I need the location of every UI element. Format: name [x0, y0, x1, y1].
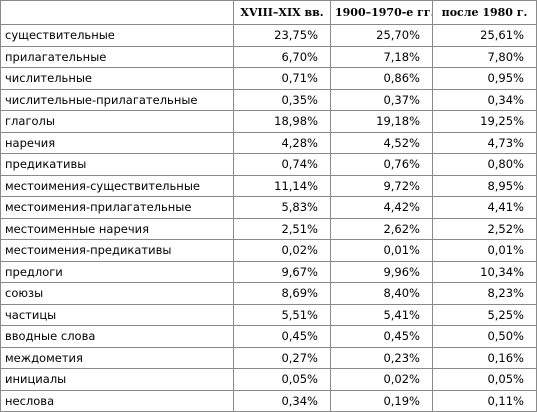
table-row: вводные слова 0,45% 0,45% 0,50% [0, 325, 537, 348]
table-row: местоимения-предикативы 0,02% 0,01% 0,01% [0, 239, 537, 262]
row-label: союзы [0, 282, 234, 305]
row-label: существительные [0, 24, 234, 47]
value-cell: 23,75% [233, 24, 331, 47]
value-cell: 2,52% [432, 217, 537, 240]
value-cell: 4,41% [432, 196, 537, 219]
table-row: прилагательные 6,70% 7,18% 7,80% [0, 45, 537, 68]
table-row: союзы 8,69% 8,40% 8,23% [0, 282, 537, 305]
value-cell: 0,27% [233, 346, 331, 369]
header-cell-period-3: после 1980 г. [432, 0, 537, 25]
value-cell: 0,35% [233, 88, 331, 111]
value-cell: 0,23% [330, 346, 433, 369]
table-body: существительные 23,75% 25,70% 25,61% прилага… [0, 24, 537, 412]
table-row: частицы 5,51% 5,41% 5,25% [0, 303, 537, 326]
value-cell: 10,34% [432, 260, 537, 283]
table-row: междометия 0,27% 0,23% 0,16% [0, 346, 537, 369]
value-cell: 2,62% [330, 217, 433, 240]
table-row: инициалы 0,05% 0,02% 0,05% [0, 368, 537, 391]
table-row: глаголы 18,98% 19,18% 19,25% [0, 110, 537, 133]
table-row: числительные 0,71% 0,86% 0,95% [0, 67, 537, 90]
row-label: междометия [0, 346, 234, 369]
value-cell: 7,80% [432, 45, 537, 68]
header-row: XVIII–XIX вв. 1900–1970-е гг. после 1980… [0, 0, 537, 25]
table-row: местоименные наречия 2,51% 2,62% 2,52% [0, 217, 537, 240]
value-cell: 19,25% [432, 110, 537, 133]
value-cell: 2,51% [233, 217, 331, 240]
value-cell: 0,95% [432, 67, 537, 90]
value-cell: 4,42% [330, 196, 433, 219]
header-cell-period-1: XVIII–XIX вв. [233, 0, 331, 25]
row-label: наречия [0, 131, 234, 154]
value-cell: 5,83% [233, 196, 331, 219]
value-cell: 4,28% [233, 131, 331, 154]
value-cell: 25,70% [330, 24, 433, 47]
value-cell: 9,72% [330, 174, 433, 197]
value-cell: 0,05% [233, 368, 331, 391]
value-cell: 0,05% [432, 368, 537, 391]
value-cell: 19,18% [330, 110, 433, 133]
row-label: местоимения-существительные [0, 174, 234, 197]
table-row: предлоги 9,67% 9,96% 10,34% [0, 260, 537, 283]
row-label: числительные [0, 67, 234, 90]
header-cell-period-2: 1900–1970-е гг. [330, 0, 433, 25]
value-cell: 0,16% [432, 346, 537, 369]
value-cell: 0,80% [432, 153, 537, 176]
row-label: глаголы [0, 110, 234, 133]
value-cell: 18,98% [233, 110, 331, 133]
value-cell: 8,95% [432, 174, 537, 197]
value-cell: 9,67% [233, 260, 331, 283]
table-row: неслова 0,34% 0,19% 0,11% [0, 389, 537, 412]
value-cell: 0,34% [432, 88, 537, 111]
value-cell: 0,01% [432, 239, 537, 262]
table-row: предикативы 0,74% 0,76% 0,80% [0, 153, 537, 176]
row-label: предлоги [0, 260, 234, 283]
value-cell: 7,18% [330, 45, 433, 68]
row-label: местоимения-прилагательные [0, 196, 234, 219]
value-cell: 0,01% [330, 239, 433, 262]
table-row: наречия 4,28% 4,52% 4,73% [0, 131, 537, 154]
row-label: прилагательные [0, 45, 234, 68]
value-cell: 0,71% [233, 67, 331, 90]
row-label: числительные-прилагательные [0, 88, 234, 111]
row-label: предикативы [0, 153, 234, 176]
value-cell: 0,19% [330, 389, 433, 412]
row-label: инициалы [0, 368, 234, 391]
value-cell: 0,37% [330, 88, 433, 111]
value-cell: 0,45% [233, 325, 331, 348]
row-label: неслова [0, 389, 234, 412]
value-cell: 0,74% [233, 153, 331, 176]
value-cell: 0,34% [233, 389, 331, 412]
value-cell: 5,25% [432, 303, 537, 326]
row-label: вводные слова [0, 325, 234, 348]
value-cell: 25,61% [432, 24, 537, 47]
table-row: местоимения-существительные 11,14% 9,72% 8,… [0, 174, 537, 197]
value-cell: 5,41% [330, 303, 433, 326]
row-label: местоимения-предикативы [0, 239, 234, 262]
value-cell: 0,11% [432, 389, 537, 412]
value-cell: 8,69% [233, 282, 331, 305]
value-cell: 8,40% [330, 282, 433, 305]
value-cell: 4,52% [330, 131, 433, 154]
value-cell: 8,23% [432, 282, 537, 305]
value-cell: 0,86% [330, 67, 433, 90]
value-cell: 0,76% [330, 153, 433, 176]
value-cell: 9,96% [330, 260, 433, 283]
value-cell: 0,45% [330, 325, 433, 348]
value-cell: 5,51% [233, 303, 331, 326]
table-row: существительные 23,75% 25,70% 25,61% [0, 24, 537, 47]
table-row: числительные-прилагательные 0,35% 0,37% 0,3… [0, 88, 537, 111]
value-cell: 0,02% [330, 368, 433, 391]
row-label: местоименные наречия [0, 217, 234, 240]
value-cell: 0,50% [432, 325, 537, 348]
value-cell: 6,70% [233, 45, 331, 68]
value-cell: 11,14% [233, 174, 331, 197]
value-cell: 0,02% [233, 239, 331, 262]
table-row: местоимения-прилагательные 5,83% 4,42% 4,41… [0, 196, 537, 219]
row-label: частицы [0, 303, 234, 326]
value-cell: 4,73% [432, 131, 537, 154]
header-cell-blank [0, 0, 234, 25]
